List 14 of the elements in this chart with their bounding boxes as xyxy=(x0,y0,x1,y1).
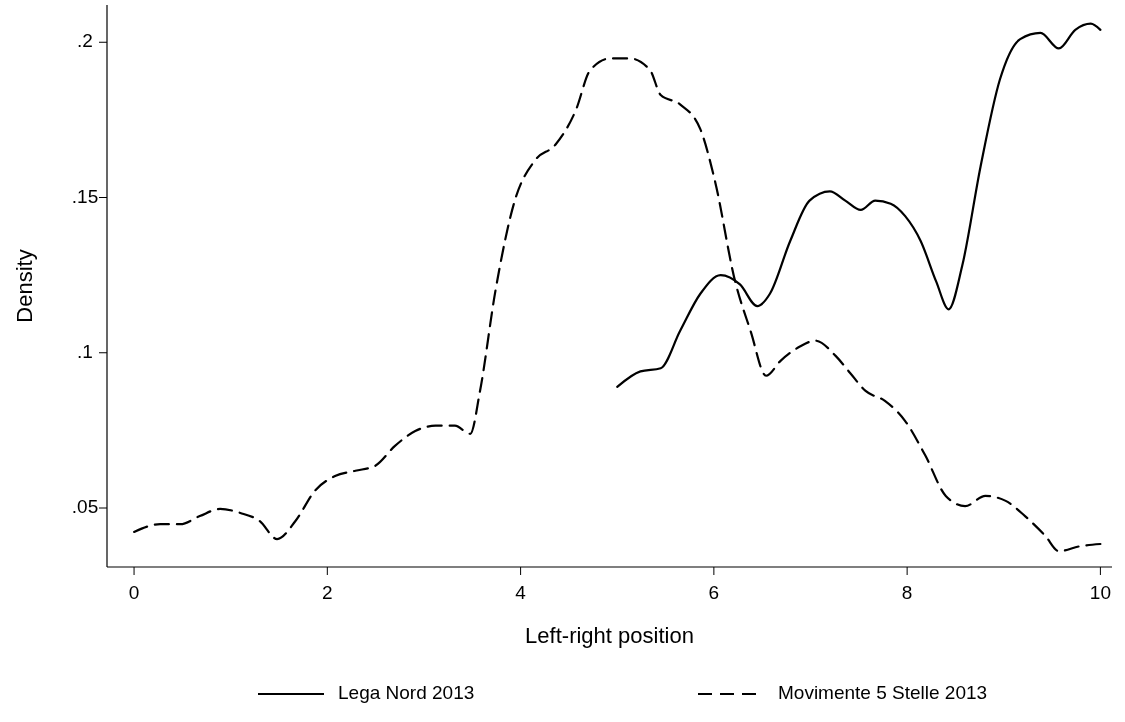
y-axis-title: Density xyxy=(12,249,37,323)
y-tick-label: .15 xyxy=(71,185,99,207)
y-tick-label: .2 xyxy=(77,30,93,52)
x-tick-label: 2 xyxy=(322,582,333,603)
y-tick-label: .1 xyxy=(77,340,93,362)
x-tick-label: 6 xyxy=(708,582,720,603)
x-tick-label: 0 xyxy=(128,582,140,603)
x-tick-label: 8 xyxy=(901,582,913,603)
x-tick-label: 10 xyxy=(1089,582,1111,603)
y-tick-label: .05 xyxy=(71,496,99,518)
legend-label: Movimente 5 Stelle 2013 xyxy=(778,682,988,704)
x-axis-title: Left-right position xyxy=(525,623,694,648)
legend-label: Lega Nord 2013 xyxy=(338,682,475,704)
x-tick-label: 4 xyxy=(515,582,527,603)
